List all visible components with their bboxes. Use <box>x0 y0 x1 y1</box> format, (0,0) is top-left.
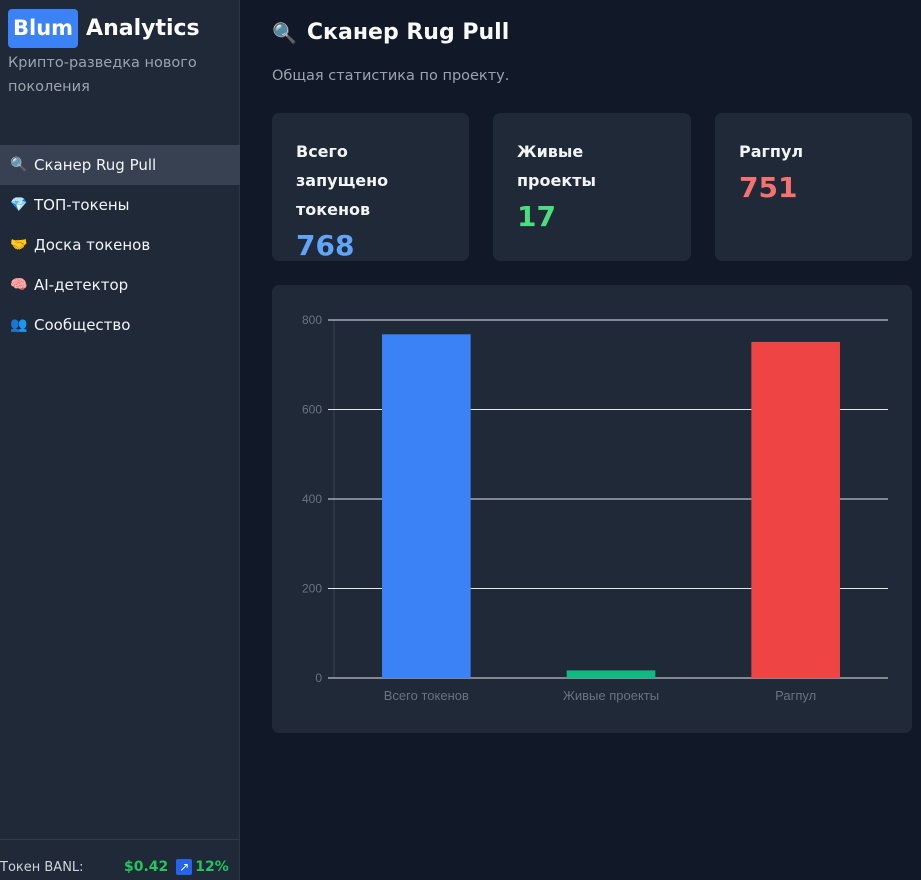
y-tick-label: 400 <box>302 492 322 506</box>
stat-value: 17 <box>517 200 556 233</box>
sidebar-item-label: Доска токенов <box>34 236 151 254</box>
brand-name: Analytics <box>86 15 200 41</box>
sidebar-item-top-tokens[interactable]: 💎 ТОП-токены <box>0 185 240 225</box>
token-label: Токен BANL: <box>0 859 84 875</box>
x-tick-label: Живые проекты <box>563 688 659 703</box>
sidebar-nav: 🔍 Сканер Rug Pull 💎 ТОП-токены 🤝 Доска т… <box>0 145 240 345</box>
stat-value: 751 <box>739 171 798 204</box>
sidebar-item-label: Сканер Rug Pull <box>34 156 157 174</box>
stat-label: Рагпул <box>739 142 804 161</box>
diamond-icon: 💎 <box>10 197 28 213</box>
sidebar-item-label: Сообщество <box>34 316 131 334</box>
stat-card-total: Всего запущено токенов 768 <box>272 113 469 262</box>
sidebar-item-token-board[interactable]: 🤝 Доска токенов <box>0 225 240 265</box>
stat-value: 768 <box>296 229 355 262</box>
brand-badge: Blum <box>8 9 79 48</box>
brain-icon: 🧠 <box>10 277 28 293</box>
sidebar-item-label: ТОП-токены <box>34 196 130 214</box>
chart-bar <box>751 341 840 678</box>
bar-chart: 0 200 400 600 800 Всего токенов Живые проекты Р… <box>302 313 888 703</box>
magnifier-icon: 🔍 <box>10 157 28 173</box>
chart-card: 0 200 400 600 800 Всего токенов Живые проекты Р… <box>272 285 912 733</box>
y-tick-label: 200 <box>302 582 322 596</box>
brand-tagline: Крипто-разведка нового поколения <box>8 55 197 95</box>
people-icon: 👥 <box>10 317 28 333</box>
token-price: $0.42 <box>124 859 169 875</box>
page-subtitle: Общая статистика по проекту. <box>272 68 510 84</box>
chart-bar <box>566 670 656 678</box>
sidebar-item-community[interactable]: 👥 Сообщество <box>0 305 240 345</box>
trend-up-icon: ↗ <box>176 859 193 875</box>
sidebar-item-rug-scanner[interactable]: 🔍 Сканер Rug Pull <box>0 145 240 185</box>
magnifier-icon: 🔍 <box>272 20 297 45</box>
stat-card-rugpull: Рагпул 751 <box>715 113 912 261</box>
page-title: 🔍 Сканер Rug Pull <box>272 20 509 45</box>
x-tick-label: Рагпул <box>775 688 816 703</box>
page-title-text: Сканер Rug Pull <box>306 20 510 45</box>
sidebar: Blum Analytics Крипто-разведка нового по… <box>0 0 240 880</box>
handshake-icon: 🤝 <box>10 237 28 253</box>
chart-bar <box>382 334 471 678</box>
y-tick-label: 0 <box>315 671 322 685</box>
sidebar-item-label: AI-детектор <box>34 276 129 294</box>
y-tick-label: 800 <box>302 313 322 327</box>
stat-label: Всего запущено токенов <box>296 142 389 219</box>
stat-card-live: Живые проекты 17 <box>493 113 691 261</box>
x-tick-label: Всего токенов <box>384 688 469 703</box>
brand-logo[interactable]: Blum Analytics <box>8 9 200 48</box>
sidebar-item-ai-detector[interactable]: 🧠 AI-детектор <box>0 265 240 305</box>
y-tick-label: 600 <box>302 403 322 417</box>
token-change: 12% <box>195 859 229 875</box>
stat-label: Живые проекты <box>517 142 596 190</box>
token-ticker: Токен BANL: $0.42 ↗ 12% <box>0 839 240 880</box>
